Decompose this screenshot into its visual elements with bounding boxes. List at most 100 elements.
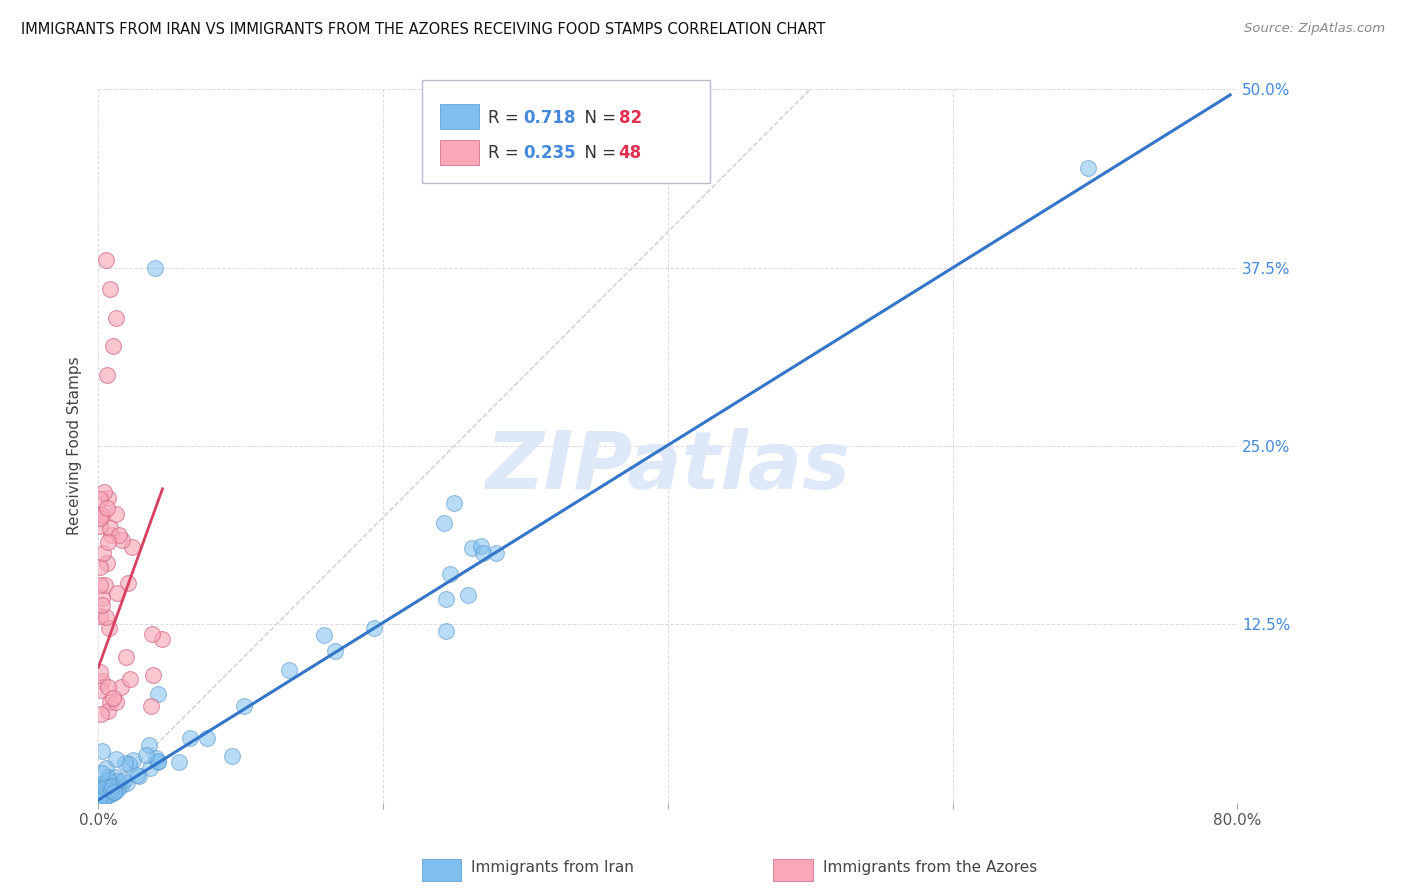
Point [97,788,120,802]
Point [89,492,111,507]
Point [89,511,111,525]
Point [96,762,118,776]
Text: 0.235: 0.235 [523,145,575,162]
Point [150,632,173,647]
Point [145,751,167,765]
Point [111,533,134,547]
Point [89,665,111,679]
Text: IMMIGRANTS FROM IRAN VS IMMIGRANTS FROM THE AZORES RECEIVING FOOD STAMPS CORRELA: IMMIGRANTS FROM IRAN VS IMMIGRANTS FROM … [21,22,825,37]
Point [485,546,508,560]
Point [115,776,138,790]
Point [93,777,115,791]
Point [90,706,112,721]
Point [103,770,125,784]
Point [146,687,169,701]
Point [90,789,112,803]
Point [135,748,157,763]
Point [93,791,115,805]
Point [89,789,111,803]
Point [110,779,132,793]
Point [470,539,492,553]
Point [105,585,128,599]
Point [104,310,127,325]
Text: R =: R = [488,145,524,162]
Point [89,577,111,591]
Point [443,496,465,510]
Point [90,683,112,698]
Point [121,753,143,767]
Point [94,610,117,624]
Point [89,786,111,800]
Y-axis label: Receiving Food Stamps: Receiving Food Stamps [67,357,83,535]
Point [93,789,115,804]
Point [93,485,115,500]
Point [103,785,125,799]
Point [121,541,143,555]
Point [112,773,135,788]
Point [179,731,201,746]
Point [89,508,111,522]
Text: 82: 82 [619,109,641,127]
Point [97,770,120,784]
Point [97,772,120,787]
Point [139,699,162,714]
Point [104,752,127,766]
Point [93,578,115,592]
Point [221,749,243,764]
Point [98,282,121,296]
Point [105,783,128,797]
Point [115,649,138,664]
Point [90,766,112,780]
Point [98,695,121,709]
Point [91,598,114,612]
Text: N =: N = [574,109,621,127]
Point [232,699,254,714]
Point [107,528,129,542]
Point [100,783,122,797]
Point [100,528,122,542]
Point [118,757,141,772]
Text: ZIPatlas: ZIPatlas [485,428,851,507]
Point [139,761,162,775]
Point [97,534,120,549]
Point [96,786,118,800]
Point [101,779,124,793]
Point [91,591,114,606]
Point [167,755,190,769]
Point [120,673,142,687]
Point [145,260,167,275]
Point [312,627,335,641]
Point [103,785,125,799]
Point [89,518,111,533]
Point [91,508,114,523]
Point [105,508,128,522]
Point [89,559,111,574]
Point [89,783,111,797]
Point [90,744,112,758]
Point [96,500,118,515]
Point [278,663,301,677]
Point [97,681,120,695]
Point [138,738,160,752]
Point [89,791,111,805]
Point [107,773,129,788]
Point [90,789,112,804]
Point [146,754,169,768]
Point [91,782,114,797]
Point [97,491,120,505]
Point [94,780,117,794]
Text: N =: N = [574,145,621,162]
Point [117,575,139,590]
Point [90,777,112,791]
Point [103,780,125,795]
Point [94,253,117,268]
Text: 48: 48 [619,145,641,162]
Point [461,541,484,555]
Point [100,521,122,535]
Point [89,608,111,623]
Point [96,556,118,570]
Text: Immigrants from the Azores: Immigrants from the Azores [823,860,1036,874]
Point [434,624,457,638]
Point [89,790,111,805]
Point [103,785,125,799]
